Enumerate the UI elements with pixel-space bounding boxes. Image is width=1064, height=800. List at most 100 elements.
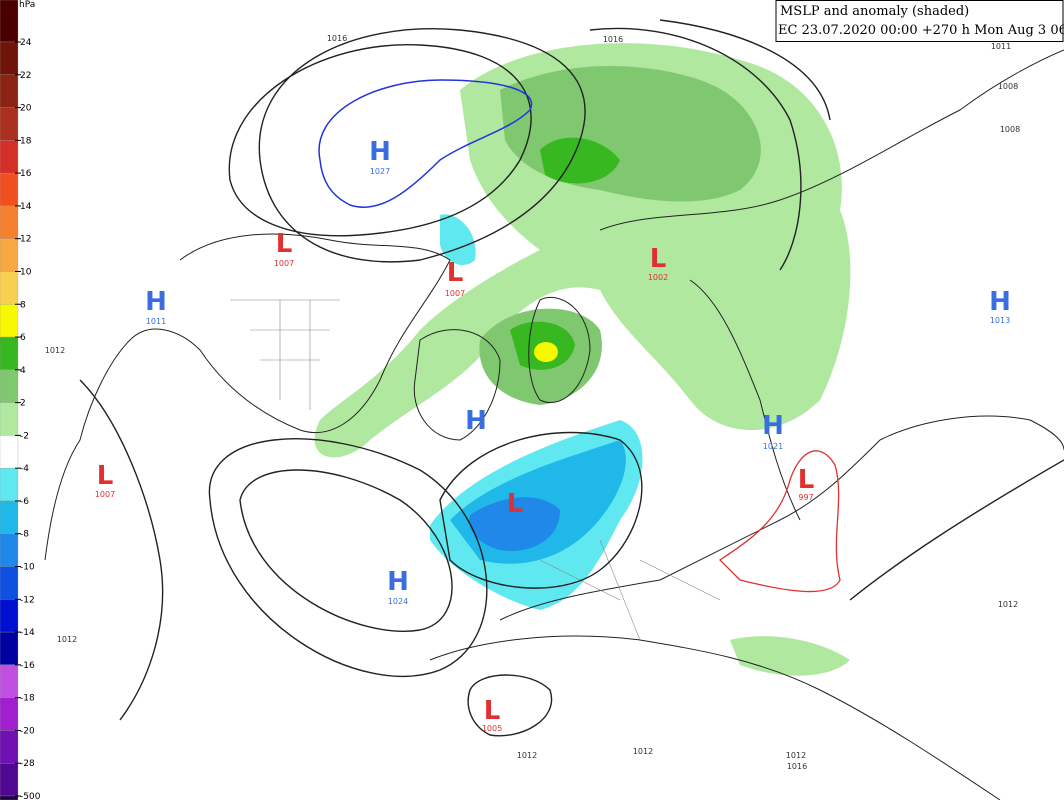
isobar-label: 1012 (517, 751, 537, 760)
isobar-label: 1008 (1000, 125, 1020, 134)
anomaly-positive (730, 636, 850, 676)
legend-swatch (0, 74, 19, 108)
legend-label: 12 (20, 235, 31, 245)
legend-swatch (0, 41, 19, 75)
center-letter: H (145, 287, 167, 317)
center-value: 1005 (482, 724, 502, 733)
isobar-labels: 1016 1016 1011 1008 1008 1012 1012 1012 … (45, 34, 1020, 771)
isobar (659, 19, 831, 121)
anomaly-shading (314, 43, 851, 676)
legend: hPa 24 22 20 18 16 14 12 10 8 6 4 2 -2 -4 -6 -8 -10 -12 -1… (0, 0, 41, 800)
anomaly-negative-peak (469, 497, 560, 551)
isobar-label: 1016 (787, 762, 807, 771)
center-value: 1007 (274, 259, 294, 268)
isobar-label: 1016 (603, 35, 623, 44)
legend-swatch (0, 533, 19, 567)
center-letter: L (798, 465, 815, 495)
legend-label: 10 (20, 267, 32, 277)
legend-label: -4 (20, 464, 29, 474)
center-letter: H (369, 137, 391, 167)
legend-label: -10 (20, 563, 35, 573)
center-letter: L (650, 244, 667, 274)
isobar (79, 379, 164, 721)
center-value: 1007 (445, 289, 465, 298)
legend-swatch (0, 566, 19, 600)
legend-label: 24 (20, 38, 32, 48)
legend-label: 20 (20, 104, 32, 114)
isobar-label: 1012 (998, 600, 1018, 609)
isobar-label: 1008 (998, 82, 1018, 91)
isobar-label: 1011 (991, 42, 1011, 51)
isobar-label: 1012 (633, 747, 653, 756)
legend-unit: hPa (19, 0, 35, 10)
center-value: 1011 (146, 317, 166, 326)
legend-swatch (0, 599, 19, 633)
center-value: 997 (798, 493, 813, 502)
isobar-label: 1012 (786, 751, 806, 760)
legend-label: -20 (20, 726, 35, 736)
legend-label: 2 (20, 399, 26, 409)
legend-label: -14 (20, 628, 35, 638)
legend-label: 4 (20, 366, 26, 376)
legend-swatch (0, 500, 19, 534)
coastline (413, 329, 501, 441)
legend-swatch (0, 336, 19, 370)
legend-swatch (0, 205, 19, 239)
legend-swatch (0, 238, 19, 272)
legend-swatch (0, 172, 19, 207)
coastline (528, 297, 591, 403)
center-value: 1002 (648, 273, 668, 282)
isobar (208, 438, 488, 678)
legend-label: -28 (20, 759, 35, 769)
center-value: 1021 (763, 442, 783, 451)
anomaly-positive-peak (540, 137, 620, 184)
isobar (589, 27, 802, 271)
coastline (599, 49, 1064, 231)
legend-label: 8 (20, 300, 26, 310)
legend-label: -500 (20, 792, 41, 800)
title: MSLP and anomaly (shaded) (780, 4, 969, 19)
center-letter: L (276, 229, 293, 259)
legend-label: -2 (20, 431, 29, 441)
legend-swatch (0, 795, 19, 800)
legend-label: 16 (20, 169, 32, 179)
isobar (467, 674, 553, 737)
legend-label: -8 (20, 530, 29, 540)
isobar-label: 1012 (45, 346, 65, 355)
legend-label: 18 (20, 136, 32, 146)
legend-swatch (0, 763, 19, 797)
coastline (689, 279, 801, 521)
center-letter: L (97, 461, 114, 491)
center-letter: L (484, 696, 501, 726)
isobar (228, 44, 532, 237)
legend-label: -6 (20, 497, 29, 507)
legend-swatch (0, 664, 19, 698)
legend-swatch (0, 271, 19, 305)
isobar (439, 431, 643, 589)
center-letter: H (465, 406, 487, 436)
coastline (499, 415, 1064, 621)
isobar (258, 28, 586, 263)
center-value: 1007 (95, 490, 115, 499)
isobar (239, 469, 453, 632)
legend-swatch (0, 468, 19, 502)
legend-swatch (0, 304, 19, 338)
center-letter: L (447, 258, 464, 288)
legend-label: 22 (20, 71, 31, 81)
legend-swatch (0, 369, 19, 403)
isobar-high (318, 79, 533, 208)
isobar-label: 1012 (57, 635, 77, 644)
legend-swatch (0, 730, 19, 764)
legend-label: 14 (20, 202, 32, 212)
legend-swatch (0, 435, 19, 469)
center-letter: H (762, 411, 784, 441)
legend-label: -18 (20, 694, 35, 704)
legend-swatch (0, 140, 19, 174)
center-value: 1024 (388, 597, 408, 606)
coastline (429, 635, 1001, 800)
isobar (849, 459, 1064, 601)
isobar-label: 1016 (327, 34, 347, 43)
legend-swatch (0, 697, 19, 731)
legend-swatch (0, 402, 19, 436)
